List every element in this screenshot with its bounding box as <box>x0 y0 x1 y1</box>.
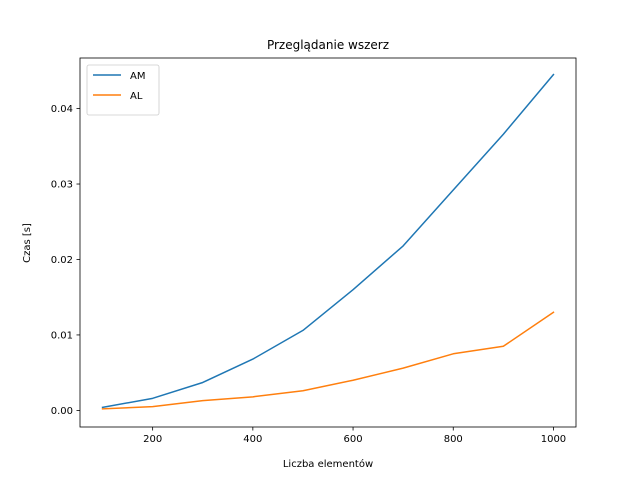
x-tick-label: 200 <box>143 434 162 445</box>
x-tick-label: 1000 <box>541 434 566 445</box>
y-axis-label: Czas [s] <box>22 223 33 263</box>
legend-frame <box>86 64 160 116</box>
x-axis: 200 400 600 800 1000 <box>143 427 566 445</box>
series-line-am <box>101 73 555 409</box>
plot-frame <box>79 57 577 428</box>
y-tick-label: 0.00 <box>51 406 73 417</box>
x-tick-label: 400 <box>243 434 262 445</box>
legend-label-al: AL <box>130 91 143 102</box>
legend-label-am: AM <box>130 71 145 82</box>
y-tick-label: 0.01 <box>51 330 73 341</box>
chart-title: Przeglądanie wszerz <box>267 38 389 52</box>
series-line-al <box>101 311 555 410</box>
plot-area <box>101 73 555 410</box>
x-tick-label: 800 <box>444 434 463 445</box>
x-axis-label: Liczba elementów <box>283 458 373 470</box>
y-tick-label: 0.02 <box>51 255 73 266</box>
x-tick-label: 600 <box>344 434 363 445</box>
y-axis: 0.00 0.01 0.02 0.03 0.04 <box>51 104 80 417</box>
y-tick-label: 0.03 <box>51 180 73 191</box>
y-tick-label: 0.04 <box>51 104 73 115</box>
legend: AM AL <box>86 64 160 116</box>
